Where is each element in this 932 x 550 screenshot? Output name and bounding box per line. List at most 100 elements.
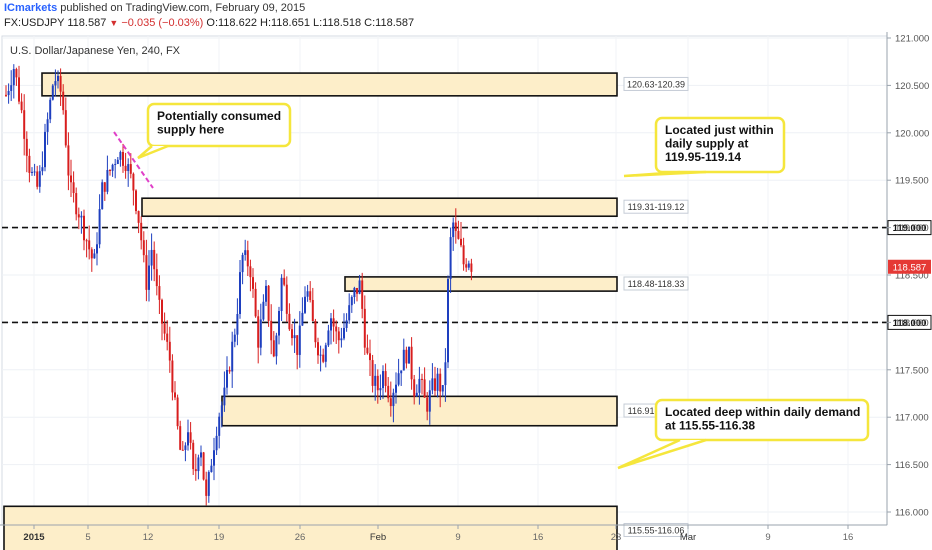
price-chart[interactable]: 120.63-120.39119.31-119.12118.48-118.331… xyxy=(0,32,932,550)
trend-line xyxy=(113,131,154,189)
y-tick-label: 121.000 xyxy=(895,34,929,45)
candle-body xyxy=(400,370,403,374)
candle-body xyxy=(57,75,59,82)
candle-body xyxy=(418,378,421,393)
candle-body xyxy=(114,164,117,166)
candle-body xyxy=(111,164,114,171)
candle-body xyxy=(155,269,158,287)
candle-body xyxy=(163,323,166,334)
candle-body xyxy=(7,90,10,96)
candle-body xyxy=(83,215,85,241)
x-tick-label: Mar xyxy=(680,532,696,543)
candle-body xyxy=(124,165,127,172)
candle-body xyxy=(361,280,364,309)
candle-body xyxy=(249,266,252,278)
callout-box xyxy=(654,116,786,174)
candle-body xyxy=(67,145,70,176)
x-tick-label: 9 xyxy=(765,532,770,543)
candle-body xyxy=(70,175,72,183)
publisher-line: ICmarkets published on TradingView.com, … xyxy=(4,2,305,14)
candle-body xyxy=(314,320,317,343)
candle-body xyxy=(322,354,325,362)
candle-body xyxy=(345,320,348,328)
candle-body xyxy=(142,240,145,256)
candle-body xyxy=(179,426,182,450)
candle-body xyxy=(358,280,361,294)
candle-body xyxy=(254,288,257,317)
x-tick-label: 9 xyxy=(455,532,460,543)
candle-body xyxy=(428,390,431,412)
candle-body xyxy=(202,452,205,480)
y-tick-label: 117.500 xyxy=(895,365,929,376)
candle-body xyxy=(184,445,187,450)
candle-body xyxy=(262,301,265,320)
candle-body xyxy=(457,230,460,239)
candle-body xyxy=(122,152,124,166)
candle-body xyxy=(96,244,98,254)
chart-title: U.S. Dollar/Japanese Yen, 240, FX xyxy=(10,45,181,57)
candle-body xyxy=(44,131,46,168)
symbol-label: FX:USDJPY xyxy=(4,17,65,29)
callout-text: Potentially consumed xyxy=(157,109,281,123)
candle-body xyxy=(210,465,213,473)
candle-body xyxy=(363,308,366,348)
candle-body xyxy=(10,85,13,91)
candle-body xyxy=(278,310,280,336)
candle-body xyxy=(376,375,379,391)
candle-body xyxy=(275,335,278,357)
zone-box xyxy=(344,276,618,292)
x-tick-label: 16 xyxy=(843,532,854,543)
candle-body xyxy=(153,249,156,270)
candle-body xyxy=(252,277,254,289)
zone-label: 120.63-120.39 xyxy=(627,79,685,89)
candle-body xyxy=(231,341,234,372)
y-tick-label: 118.000 xyxy=(895,318,929,329)
horizontal-levels: 119.000 118.000 xyxy=(2,220,932,330)
candle-body xyxy=(171,360,174,393)
candle-body xyxy=(228,369,231,372)
candle-body xyxy=(28,155,31,173)
candle-body xyxy=(324,345,327,362)
current-price: 118.587 xyxy=(67,17,107,29)
candle-body xyxy=(85,240,88,242)
candle-body xyxy=(348,305,351,321)
candle-body xyxy=(150,249,153,266)
published-text: published on TradingView.com, February 0… xyxy=(60,2,306,14)
x-tick-label: 5 xyxy=(85,532,90,543)
zone-label: 115.55-116.06 xyxy=(628,525,685,535)
candle-body xyxy=(135,190,137,212)
publisher-brand[interactable]: ICmarkets xyxy=(4,2,58,14)
zone-label-box xyxy=(623,199,689,214)
candle-body xyxy=(434,378,436,391)
candle-body xyxy=(444,362,447,386)
candle-body xyxy=(387,385,390,399)
candle-body xyxy=(371,360,374,386)
candle-body xyxy=(23,110,26,139)
y-tick-label: 120.500 xyxy=(895,81,929,92)
candle-body xyxy=(337,331,340,341)
candle-body xyxy=(207,472,210,496)
candle-body xyxy=(132,173,135,191)
candle-body xyxy=(148,265,150,290)
callout-text: Located deep within daily demand xyxy=(665,405,860,419)
candle-body xyxy=(343,327,345,339)
candle-body xyxy=(389,398,392,407)
candle-body xyxy=(233,334,236,342)
candle-body xyxy=(18,77,20,102)
x-tick-label: 23 xyxy=(611,532,622,543)
candle-body xyxy=(168,341,171,361)
candle-body xyxy=(103,182,106,192)
chart-header: ICmarkets published on TradingView.com, … xyxy=(0,0,932,32)
callout-pointer xyxy=(617,438,707,470)
candle-body xyxy=(283,277,286,285)
candle-body xyxy=(395,384,397,393)
zone-box xyxy=(141,197,618,218)
candle-body xyxy=(353,287,356,298)
candle-body xyxy=(332,318,335,327)
candle-body xyxy=(454,222,457,231)
candle-body xyxy=(384,371,387,386)
candle-body xyxy=(288,313,291,330)
candle-body xyxy=(397,373,400,385)
